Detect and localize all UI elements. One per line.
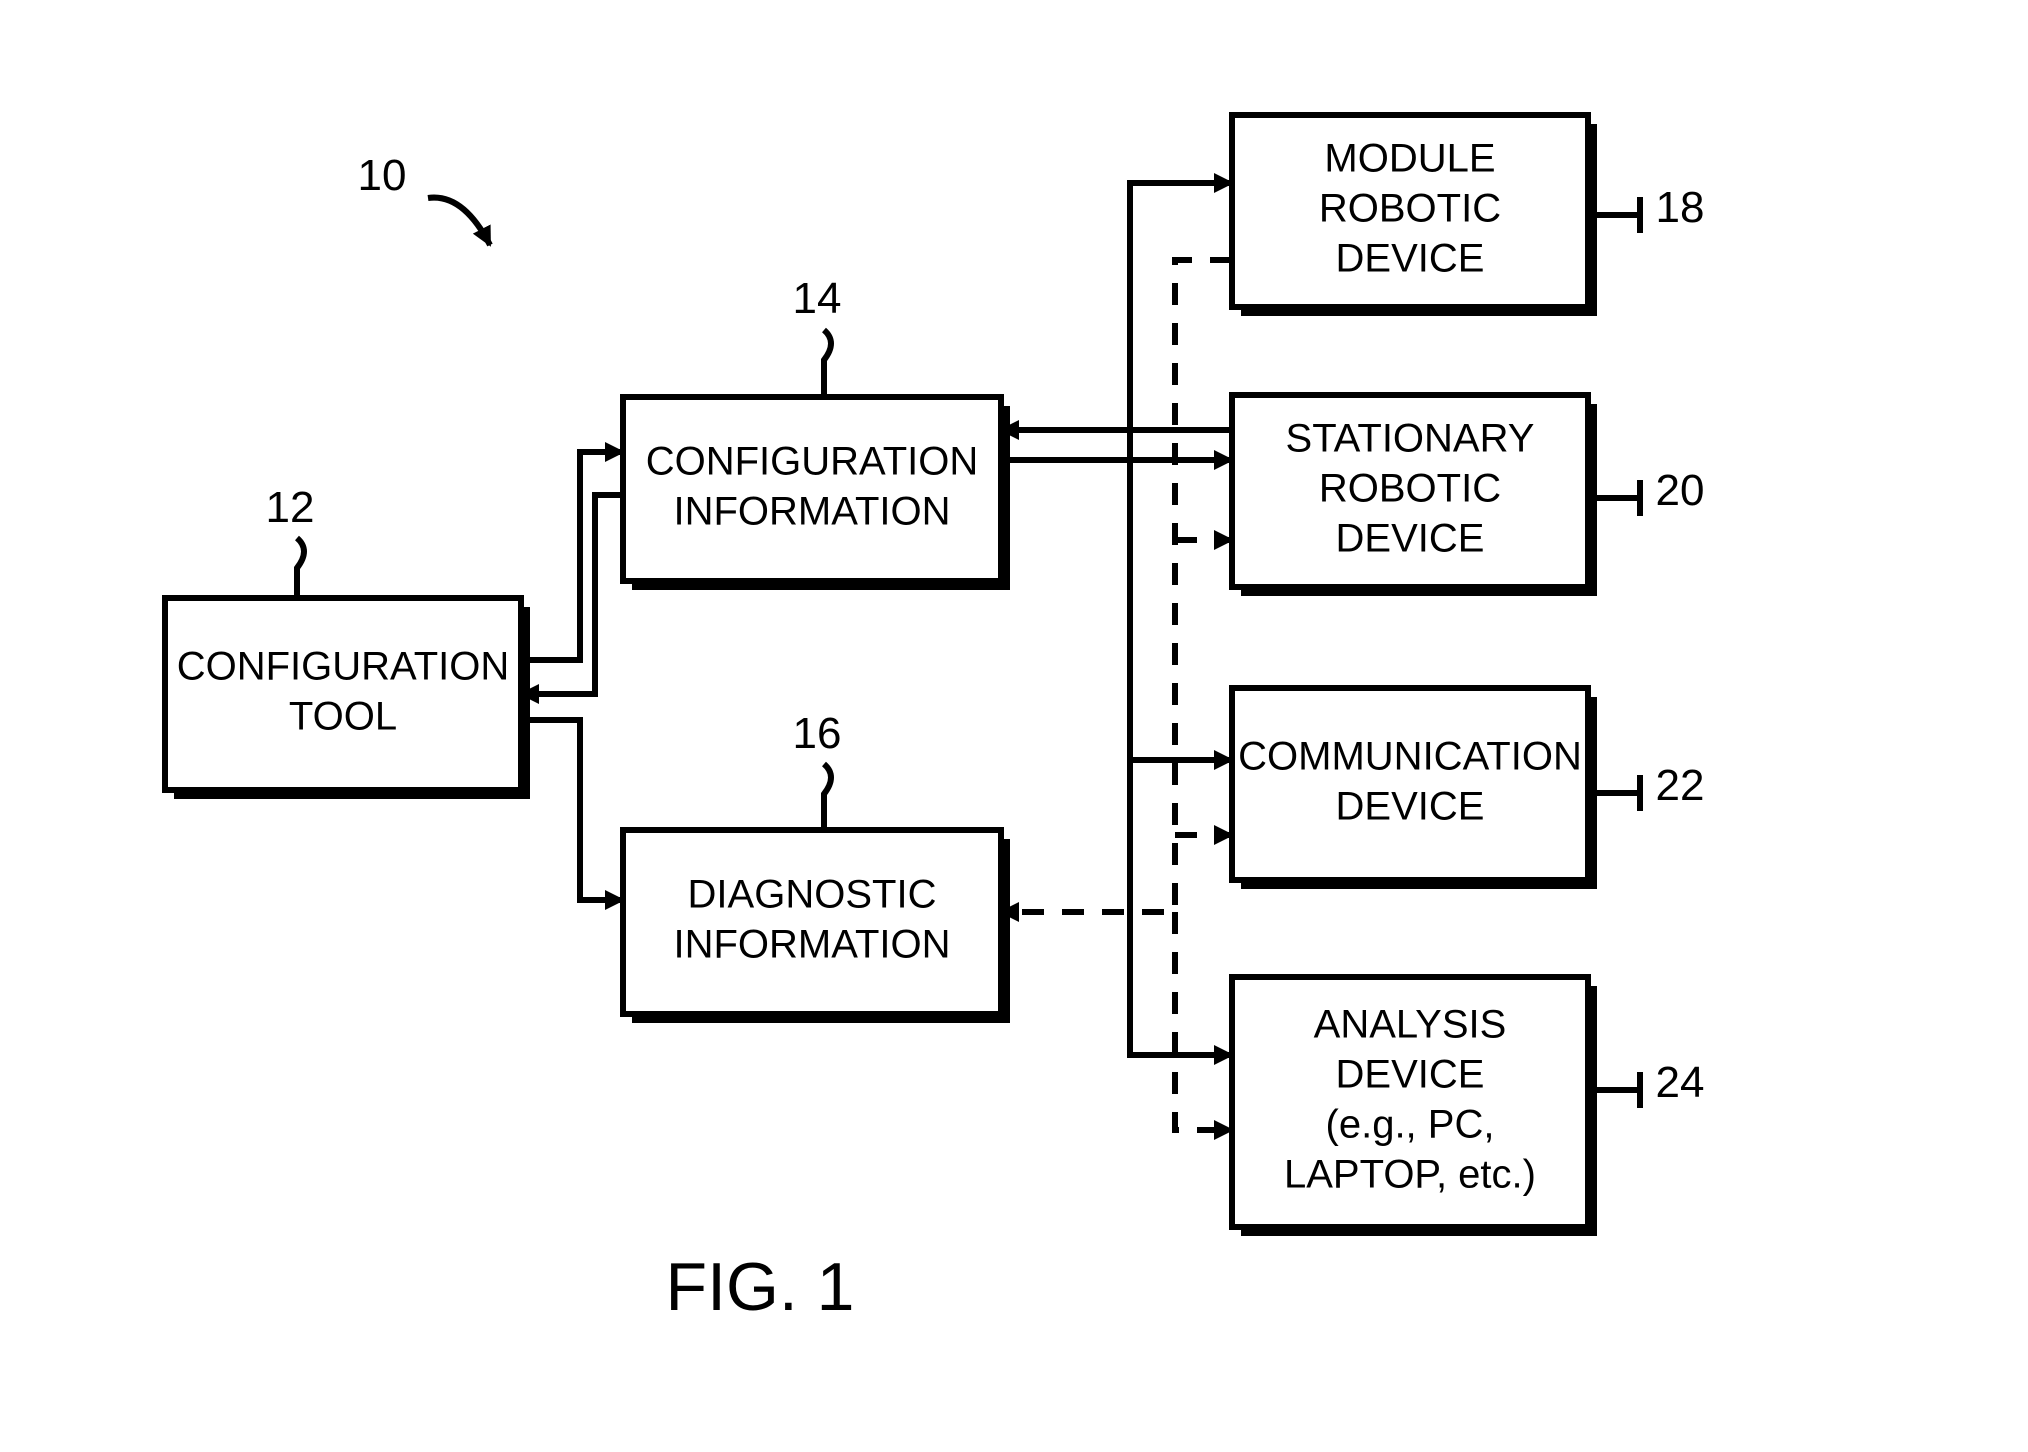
dashed-edge (1175, 912, 1232, 1130)
diag_info-label-0: DIAGNOSTIC (688, 873, 937, 917)
comm_device-label-0: COMMUNICATION (1238, 735, 1582, 779)
config_info-box: CONFIGURATION INFORMATION (623, 397, 1010, 590)
config_tool-box: CONFIGURATION TOOL (165, 598, 530, 799)
solid-edge (1130, 760, 1232, 1055)
module_robot-label-2: DEVICE (1336, 237, 1485, 281)
stationary_robot-label-2: DEVICE (1336, 517, 1485, 561)
system-ref: 10 (358, 151, 407, 200)
module_robot-label-1: ROBOTIC (1319, 187, 1501, 231)
solid-edge (1001, 183, 1232, 460)
config_info-label-0: CONFIGURATION (646, 440, 979, 484)
analysis_device-label-1: DEVICE (1336, 1053, 1485, 1097)
solid-edge (521, 452, 623, 660)
comm_device-label-1: DEVICE (1336, 785, 1485, 829)
analysis_device-label-2: (e.g., PC, (1326, 1103, 1495, 1147)
analysis_device-box: ANALYSIS DEVICE (e.g., PC, LAPTOP, etc.) (1232, 977, 1597, 1236)
dashed-edge (1001, 260, 1232, 912)
config_tool-label-0: CONFIGURATION (177, 645, 510, 689)
config_tool-ref: 12 (266, 483, 315, 532)
config_info-label-1: INFORMATION (673, 490, 950, 534)
module_robot-label-0: MODULE (1324, 137, 1495, 181)
solid-edge (521, 720, 623, 900)
comm_device-ref: 22 (1656, 761, 1705, 810)
diagram-canvas: CONFIGURATION TOOL CONFIGURATION INFORMATIO… (0, 0, 2028, 1452)
module_robot-box: MODULE ROBOTIC DEVICE (1232, 115, 1597, 316)
analysis_device-ref: 24 (1656, 1058, 1705, 1107)
config_info-ref: 14 (793, 274, 842, 323)
system-ref-arrow (428, 198, 490, 245)
analysis_device-label-0: ANALYSIS (1314, 1003, 1507, 1047)
figure-label: FIG. 1 (666, 1249, 855, 1325)
solid-edge (521, 495, 623, 694)
stationary_robot-label-1: ROBOTIC (1319, 467, 1501, 511)
config_tool-label-1: TOOL (289, 695, 397, 739)
solid-edge (1130, 460, 1232, 760)
module_robot-ref: 18 (1656, 183, 1705, 232)
stationary_robot-box: STATIONARY ROBOTIC DEVICE (1232, 395, 1597, 596)
stationary_robot-ref: 20 (1656, 466, 1705, 515)
comm_device-box: COMMUNICATION DEVICE (1232, 688, 1597, 889)
diag_info-ref: 16 (793, 709, 842, 758)
diag_info-label-1: INFORMATION (673, 923, 950, 967)
diag_info-box: DIAGNOSTIC INFORMATION (623, 830, 1010, 1023)
stationary_robot-label-0: STATIONARY (1286, 417, 1535, 461)
analysis_device-label-3: LAPTOP, etc.) (1284, 1153, 1536, 1197)
